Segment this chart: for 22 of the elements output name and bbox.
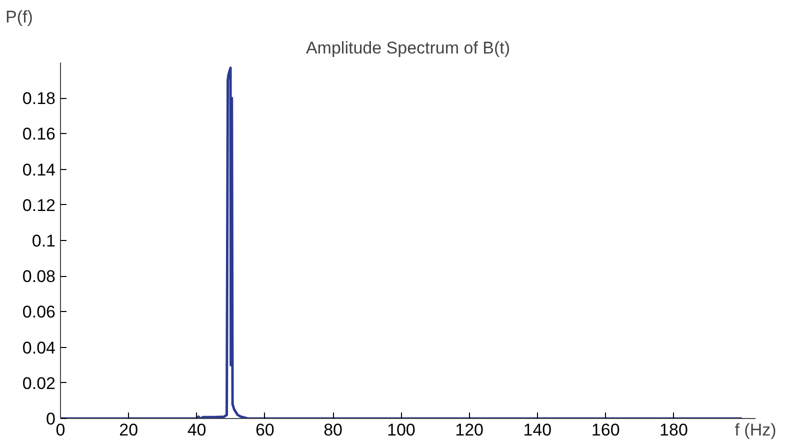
y-tick-label: 0.1 [32,232,56,250]
x-tick-label: 160 [591,420,620,440]
x-tick-label: 20 [119,420,138,440]
x-tick-label: 40 [187,420,206,440]
x-tick-label: 140 [523,420,552,440]
x-tick-label: 60 [255,420,274,440]
x-tick-label: 100 [387,420,416,440]
y-tick-label: 0.06 [22,302,56,322]
y-tick-label: 0.04 [22,338,56,358]
y-tick-label: 0.14 [22,160,56,180]
line-series [60,66,744,418]
y-tick-label: 0.08 [22,267,56,286]
chart-title: Amplitude Spectrum of B(t) [306,38,510,58]
x-axis-title: f (Hz) [734,420,776,440]
y-tick-label: 0.02 [22,374,56,393]
y-tick-label: 0.16 [22,124,56,144]
x-tick-label: 80 [324,420,343,440]
y-axis-title: P(f) [6,8,33,26]
x-tick-label: 120 [455,420,484,440]
x-tick-label: 180 [660,420,688,440]
y-tick-label: 0.18 [22,89,56,108]
y-tick-label: 0.12 [22,196,56,215]
